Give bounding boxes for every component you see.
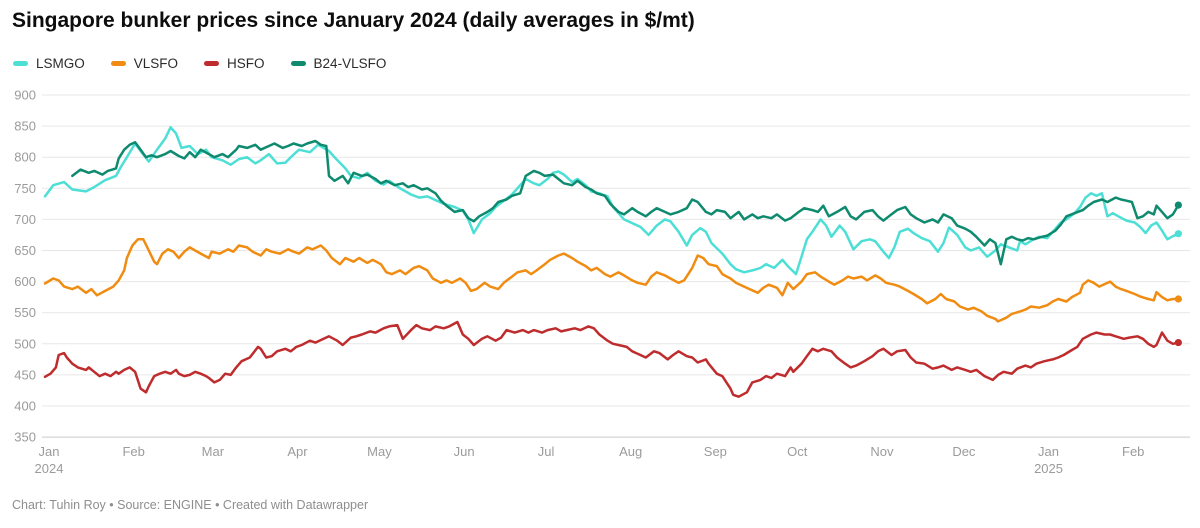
y-tick-label: 900 — [14, 88, 36, 103]
x-tick-label: May — [367, 444, 392, 459]
series-end-dot-vlsfo[interactable] — [1174, 295, 1182, 303]
legend-label: LSMGO — [36, 56, 85, 71]
series-line-b24-vlsfo[interactable] — [71, 139, 1180, 266]
x-tick-label: Dec — [952, 444, 976, 459]
y-tick-label: 500 — [14, 336, 36, 351]
legend-item-hsfo[interactable]: HSFO — [204, 56, 265, 71]
legend-label: HSFO — [227, 56, 265, 71]
x-tick-label: Jul — [538, 444, 555, 459]
y-tick-label: 850 — [14, 119, 36, 134]
page-title: Singapore bunker prices since January 20… — [12, 9, 695, 32]
y-tick-label: 550 — [14, 305, 36, 320]
x-tick-label: Jan — [39, 444, 60, 459]
y-tick-label: 400 — [14, 399, 36, 414]
series-end-dot-b24-vlsfo[interactable] — [1174, 201, 1182, 209]
x-tick-label: Sep — [704, 444, 727, 459]
x-tick-year-label: 2025 — [1034, 461, 1063, 476]
x-tick-label: Nov — [870, 444, 894, 459]
y-tick-label: 350 — [14, 430, 36, 445]
series-end-dot-lsmgo[interactable] — [1174, 230, 1182, 238]
series-line-hsfo[interactable] — [43, 320, 1180, 398]
x-tick-label: Mar — [202, 444, 225, 459]
legend-item-lsmgo[interactable]: LSMGO — [13, 56, 85, 71]
chart-legend: LSMGO VLSFO HSFO B24-VLSFO — [13, 56, 386, 71]
legend-item-vlsfo[interactable]: VLSFO — [110, 56, 179, 71]
x-tick-label: Feb — [1122, 444, 1144, 459]
chart-attribution: Chart: Tuhin Roy • Source: ENGINE • Crea… — [12, 498, 369, 512]
y-tick-label: 750 — [14, 181, 36, 196]
series-end-dot-hsfo[interactable] — [1174, 338, 1182, 347]
series-line-vlsfo[interactable] — [43, 238, 1180, 323]
legend-item-b24-vlsfo[interactable]: B24-VLSFO — [290, 56, 387, 71]
x-tick-year-label: 2024 — [35, 461, 64, 476]
y-tick-label: 650 — [14, 243, 36, 258]
series-line-lsmgo[interactable] — [43, 126, 1180, 276]
legend-swatch-icon — [204, 61, 220, 66]
y-tick-label: 700 — [14, 212, 36, 227]
y-tick-label: 450 — [14, 367, 36, 382]
y-tick-label: 600 — [14, 274, 36, 289]
x-tick-label: Oct — [787, 444, 808, 459]
legend-swatch-icon — [13, 61, 28, 66]
y-tick-label: 800 — [14, 150, 36, 165]
x-tick-label: Jun — [454, 444, 475, 459]
x-tick-label: Feb — [122, 444, 144, 459]
legend-swatch-icon — [110, 61, 126, 66]
legend-label: B24-VLSFO — [313, 56, 387, 71]
legend-swatch-icon — [290, 61, 306, 66]
legend-label: VLSFO — [133, 56, 179, 71]
x-tick-label: Jan — [1038, 444, 1059, 459]
x-tick-label: Apr — [287, 444, 308, 459]
x-tick-label: Aug — [619, 444, 642, 459]
